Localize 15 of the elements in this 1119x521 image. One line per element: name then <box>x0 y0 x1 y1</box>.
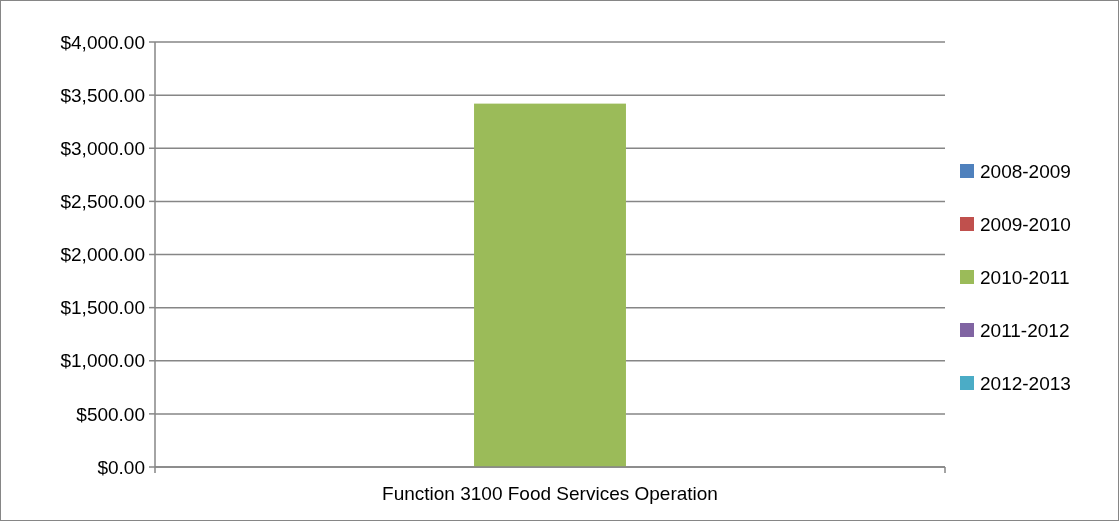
y-tick-label: $2,500.00 <box>60 191 145 213</box>
legend-label: 2009-2010 <box>980 213 1071 235</box>
x-tick-label: Function 3100 Food Services Operation <box>382 483 718 504</box>
y-tick-label: $4,000.00 <box>60 31 145 53</box>
y-tick-label: $3,500.00 <box>60 84 145 106</box>
y-tick-label: $2,000.00 <box>60 244 145 266</box>
y-tick-label: $3,000.00 <box>60 137 145 159</box>
y-tick-label: $0.00 <box>97 456 145 478</box>
y-tick-label: $500.00 <box>76 403 145 425</box>
legend-label: 2012-2013 <box>980 372 1071 394</box>
y-tick-label: $1,500.00 <box>60 297 145 319</box>
y-tick-label: $1,000.00 <box>60 350 145 372</box>
legend-label: 2011-2012 <box>980 319 1070 341</box>
legend-label: 2008-2009 <box>980 160 1071 182</box>
legend-label: 2010-2011 <box>980 266 1070 288</box>
